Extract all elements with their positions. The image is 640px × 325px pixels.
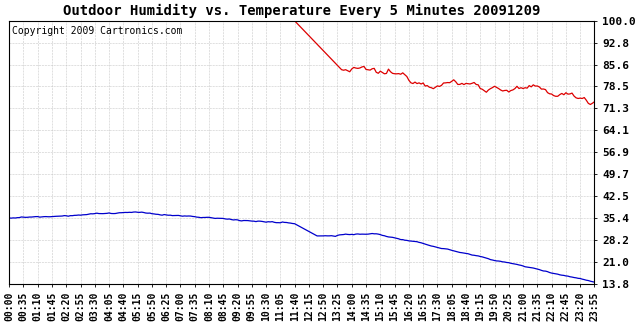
Text: Copyright 2009 Cartronics.com: Copyright 2009 Cartronics.com — [12, 26, 182, 36]
Title: Outdoor Humidity vs. Temperature Every 5 Minutes 20091209: Outdoor Humidity vs. Temperature Every 5… — [63, 4, 541, 18]
